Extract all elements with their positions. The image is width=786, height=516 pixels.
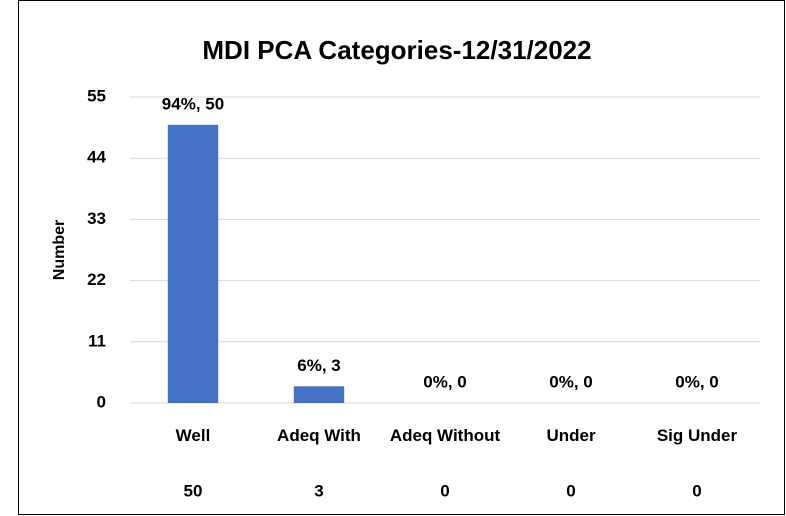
data-label: 0%, 0 (423, 372, 466, 391)
y-tick-label: 11 (88, 331, 106, 350)
data-label: 94%, 50 (162, 94, 224, 113)
x-tick-label: Sig Under (656, 426, 738, 445)
table-value: 50 (184, 481, 203, 500)
chart-border (18, 0, 785, 515)
bar (293, 386, 345, 403)
y-tick-label: 44 (87, 148, 106, 167)
chart-title: MDI PCA Categories-12/31/2022 (202, 35, 591, 65)
y-tick-label: 0 (97, 392, 106, 411)
x-tick-label: Well (175, 426, 211, 445)
table-value: 0 (566, 481, 575, 500)
x-tick-label: Adeq Without (389, 426, 501, 445)
y-tick-label: 33 (87, 209, 106, 228)
data-label: 6%, 3 (297, 356, 340, 375)
data-label: 0%, 0 (549, 372, 592, 391)
x-tick-label: Under (546, 426, 596, 445)
table-value: 3 (314, 481, 323, 500)
x-tick-label: Adeq With (277, 426, 361, 445)
y-tick-label: 22 (87, 270, 106, 289)
y-tick-label: 55 (87, 86, 106, 105)
table-value: 0 (692, 481, 701, 500)
data-label: 0%, 0 (675, 372, 718, 391)
y-axis-label: Number (51, 220, 68, 280)
bar (167, 124, 219, 404)
table-value: 0 (440, 481, 449, 500)
